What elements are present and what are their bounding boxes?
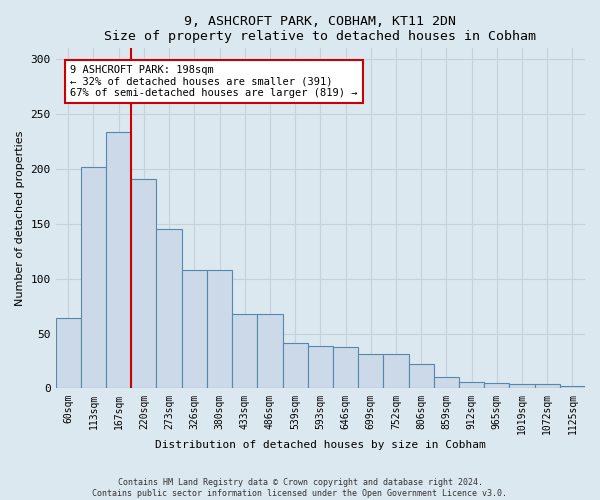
Bar [106, 132, 131, 388]
Bar [358, 354, 383, 388]
Text: Contains HM Land Registry data © Crown copyright and database right 2024.
Contai: Contains HM Land Registry data © Crown c… [92, 478, 508, 498]
Bar [131, 179, 157, 388]
Bar [484, 383, 509, 388]
Bar [333, 347, 358, 389]
X-axis label: Distribution of detached houses by size in Cobham: Distribution of detached houses by size … [155, 440, 486, 450]
Bar [81, 167, 106, 388]
Bar [409, 364, 434, 388]
Bar [509, 384, 535, 388]
Title: 9, ASHCROFT PARK, COBHAM, KT11 2DN
Size of property relative to detached houses : 9, ASHCROFT PARK, COBHAM, KT11 2DN Size … [104, 15, 536, 43]
Bar [434, 378, 459, 388]
Bar [308, 346, 333, 389]
Bar [283, 344, 308, 388]
Y-axis label: Number of detached properties: Number of detached properties [15, 130, 25, 306]
Bar [157, 230, 182, 388]
Bar [560, 386, 585, 388]
Bar [383, 354, 409, 388]
Bar [257, 314, 283, 388]
Bar [182, 270, 207, 388]
Bar [207, 270, 232, 388]
Bar [459, 382, 484, 388]
Bar [535, 384, 560, 388]
Text: 9 ASHCROFT PARK: 198sqm
← 32% of detached houses are smaller (391)
67% of semi-d: 9 ASHCROFT PARK: 198sqm ← 32% of detache… [70, 65, 358, 98]
Bar [232, 314, 257, 388]
Bar [56, 318, 81, 388]
